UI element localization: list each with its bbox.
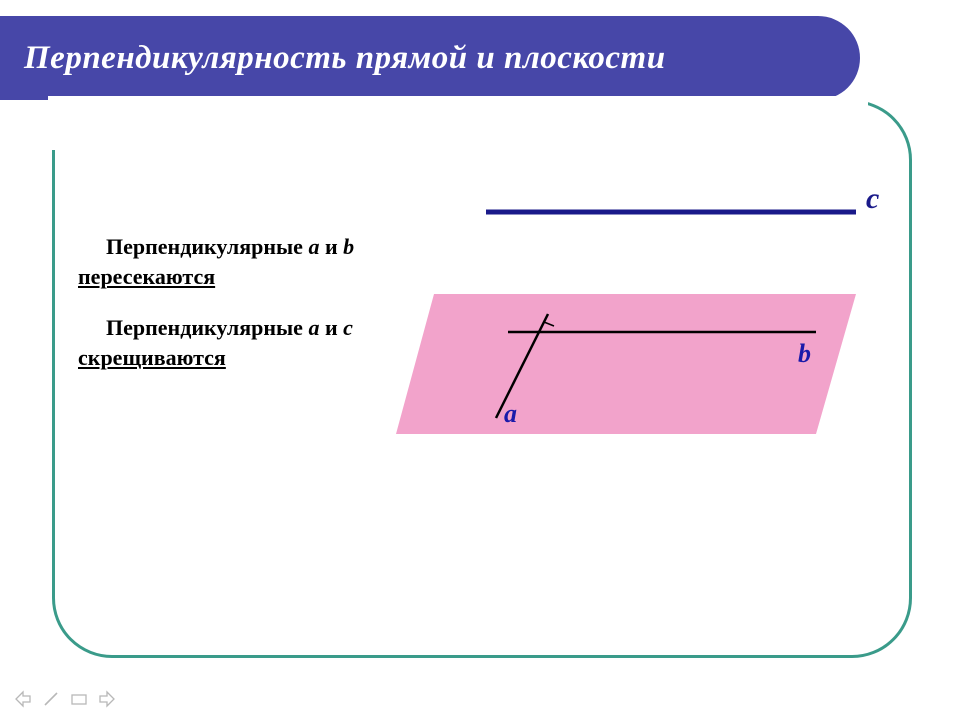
label-c: c: [866, 182, 879, 215]
geometry-diagram: c b a: [396, 174, 896, 494]
nav-back-button[interactable]: [14, 690, 32, 708]
label-a: a: [504, 399, 517, 428]
plane-shape: [396, 294, 856, 434]
p2-and: и: [319, 315, 343, 340]
p1-tail: пересекаются: [78, 264, 215, 289]
frame-mask: [48, 96, 868, 126]
nav-forward-button[interactable]: [98, 690, 116, 708]
p2-c: c: [343, 315, 353, 340]
nav-pen-button[interactable]: [42, 690, 60, 708]
p2-a: a: [308, 315, 319, 340]
p1-a: a: [308, 234, 319, 259]
slide-nav: [14, 690, 116, 708]
text-block: Перпендикулярные a и b пересекаются Перп…: [78, 232, 374, 373]
paragraph-2: Перпендикулярные a и c скрещиваются: [78, 313, 374, 372]
frame-mask: [48, 96, 58, 150]
p1-b: b: [343, 234, 354, 259]
nav-menu-button[interactable]: [70, 690, 88, 708]
p1-lead: Перпендикулярные: [106, 234, 308, 259]
label-b: b: [798, 339, 811, 368]
p2-tail: скрещиваются: [78, 345, 226, 370]
p1-and: и: [319, 234, 343, 259]
p2-lead: Перпендикулярные: [106, 315, 308, 340]
slide-header: Перпендикулярность прямой и плоскости: [0, 16, 860, 100]
paragraph-1: Перпендикулярные a и b пересекаются: [78, 232, 374, 291]
slide-title: Перпендикулярность прямой и плоскости: [24, 40, 666, 77]
